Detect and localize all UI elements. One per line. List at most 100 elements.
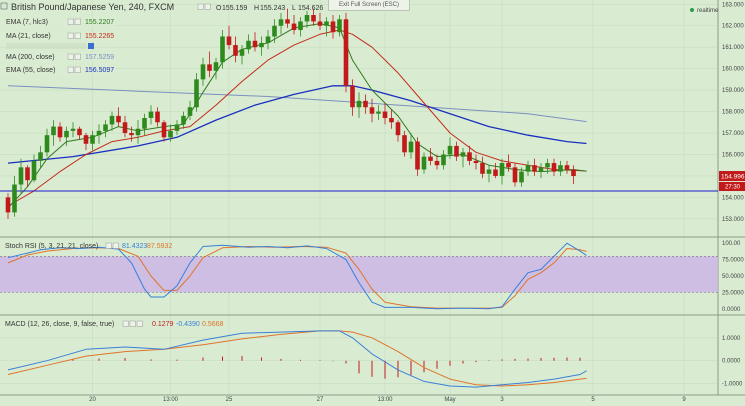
ma200-line: [7, 85, 587, 123]
legend-settings-icon[interactable]: [67, 32, 74, 39]
indicator-legend-label: EMA (7, hlc3): [6, 19, 48, 26]
chart-header: British Pound/Japanese Yen, 240, FXCM O 15…: [0, 2, 361, 12]
macd-tick-label: 1.0000: [722, 336, 741, 342]
candle: [382, 102, 388, 125]
candle-body: [376, 111, 381, 114]
ohlc-value: 155.243: [260, 5, 285, 12]
candle: [239, 45, 245, 65]
legend-settings-icon[interactable]: [67, 66, 74, 73]
macd-legend[interactable]: MACD (12, 26, close, 9, false, true) 0.12…: [5, 320, 224, 328]
candle: [18, 158, 24, 194]
candle-body: [142, 118, 147, 129]
candle: [389, 109, 394, 129]
candle: [181, 111, 186, 129]
candle: [337, 15, 342, 37]
legend-settings-icon[interactable]: [67, 18, 74, 25]
legend-settings-icon[interactable]: [112, 242, 119, 249]
symbol-title: British Pound/Japanese Yen, 240, FXCM: [11, 2, 174, 12]
candle-body: [415, 141, 420, 170]
hidden-indicator-row[interactable]: [6, 43, 86, 49]
stoch-legend[interactable]: Stoch RSI (5, 3, 21, 21, close) 81.4323 87…: [5, 242, 172, 250]
legend-settings-icon[interactable]: [136, 320, 143, 327]
stoch-k-value: 81.4323: [122, 243, 147, 250]
time-tick-label: 9: [682, 397, 686, 403]
ohlc-value: 154.626: [298, 5, 323, 12]
candle-body: [493, 169, 498, 176]
candle: [233, 36, 238, 63]
candle-body: [51, 126, 56, 136]
indicator-legend[interactable]: MA (200, close) 157.5259: [0, 53, 116, 62]
legend-settings-icon[interactable]: [74, 18, 81, 25]
candle: [44, 128, 50, 157]
candle-body: [64, 130, 69, 138]
collapse-icon[interactable]: [0, 2, 8, 10]
candle-body: [525, 165, 531, 172]
legend-settings-icon[interactable]: [122, 320, 129, 327]
candle-body: [558, 165, 563, 172]
candle-body: [499, 163, 505, 176]
candle-body: [129, 133, 134, 136]
candle-body: [402, 135, 407, 153]
candle: [25, 165, 30, 187]
candle-body: [174, 124, 180, 131]
indicator-legend[interactable]: EMA (55, close) 156.5097: [0, 66, 116, 75]
candle: [77, 126, 82, 140]
legend-settings-icon[interactable]: [74, 66, 81, 73]
legend-settings-icon[interactable]: [74, 32, 81, 39]
legend-settings-icon[interactable]: [129, 320, 136, 327]
candle: [564, 160, 570, 174]
candle: [473, 154, 479, 170]
indicator-legend[interactable]: EMA (7, hlc3) 155.2207: [0, 18, 116, 27]
candle: [298, 17, 303, 37]
candle: [12, 175, 17, 217]
candle-body: [44, 135, 50, 153]
candle-body: [447, 145, 453, 155]
macd-value-3: 0.5668: [202, 321, 224, 328]
time-tick-label: 20: [89, 397, 96, 403]
candle: [64, 126, 69, 146]
candle: [421, 152, 427, 174]
indicator-legend[interactable]: MA (21, close) 155.2265: [0, 32, 116, 41]
candle-body: [5, 197, 11, 213]
legend-settings-icon[interactable]: [67, 53, 74, 60]
indicator-eye-icon[interactable]: [88, 43, 94, 49]
countdown-tag-text: 27:30: [725, 185, 741, 191]
candle-body: [330, 21, 336, 33]
candle: [31, 154, 37, 183]
indicator-legend-value: 156.5097: [85, 67, 114, 74]
price-tick-label: 157.000: [722, 131, 744, 137]
indicator-legend-value: 155.2265: [85, 33, 114, 40]
candle: [512, 163, 518, 187]
ema7-line: [7, 23, 587, 209]
legend-settings-icon[interactable]: [74, 53, 81, 60]
candle-body: [506, 163, 511, 168]
candle: [252, 32, 258, 52]
candle-body: [116, 115, 121, 123]
macd-histogram: [72, 356, 581, 379]
candle: [200, 57, 206, 86]
header-settings-icon[interactable]: [197, 3, 204, 10]
macd-tick-label: -1.0000: [722, 382, 743, 388]
indicator-legend-label: MA (21, close): [6, 33, 51, 40]
exit-fullscreen-button[interactable]: Exit Full Screen (ESC): [328, 0, 410, 11]
header-settings-icon[interactable]: [204, 3, 211, 10]
candle-body: [12, 184, 17, 213]
candle-body: [213, 62, 219, 71]
indicator-legend-label: EMA (55, close): [6, 67, 55, 74]
time-tick-label: May: [444, 397, 455, 403]
candle-body: [109, 115, 115, 125]
candle-body: [441, 154, 446, 166]
candle-body: [57, 126, 63, 138]
ema55-line: [7, 85, 587, 164]
candle-body: [285, 19, 290, 24]
candle: [519, 167, 524, 187]
candle: [109, 111, 115, 131]
candle-body: [90, 135, 95, 144]
legend-settings-icon[interactable]: [105, 242, 112, 249]
candle: [551, 158, 557, 176]
candle-body: [200, 64, 206, 80]
ohlc-key: H: [254, 5, 259, 12]
candle: [480, 156, 485, 179]
candle-body: [454, 145, 459, 157]
